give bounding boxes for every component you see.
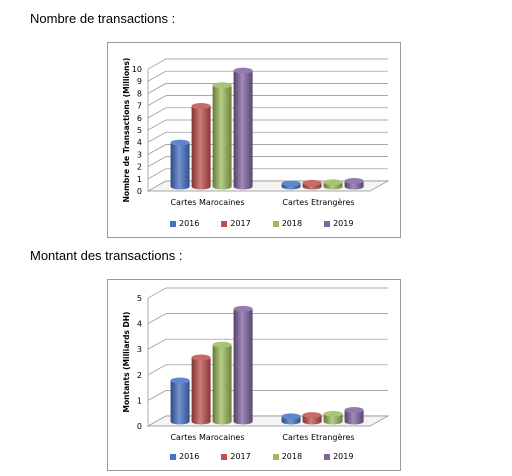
y-tick-label: 4 <box>137 138 142 147</box>
y-tick-label: 2 <box>137 371 142 380</box>
x-category-label: Cartes Etrangères <box>282 197 354 207</box>
gridline <box>147 168 388 180</box>
legend-swatch <box>170 453 176 460</box>
legend-label: 2018 <box>281 452 303 461</box>
legend-swatch <box>170 220 176 227</box>
y-axis-label: Nombre de Transactions (Millions) <box>122 58 131 203</box>
y-tick-label: 6 <box>137 114 142 123</box>
bar-2016-marocaines <box>170 139 190 190</box>
legend-swatch <box>221 453 228 460</box>
gridline <box>147 95 388 106</box>
gridline <box>147 287 388 299</box>
bar-2019-etrangeres <box>344 406 364 425</box>
bar-2018-etrangeres <box>323 410 343 425</box>
legend-item-2018: 2018 <box>272 452 303 461</box>
bar-2019-marocaines <box>233 305 253 425</box>
y-tick-label: 7 <box>137 102 142 111</box>
heading-count: Nombre de transactions : <box>30 11 176 26</box>
legend-item-2017: 2017 <box>221 219 251 228</box>
gridline <box>147 107 388 119</box>
x-category-label: Cartes Marocaines <box>170 433 244 442</box>
legend-label: 2017 <box>230 452 251 461</box>
legend-count: 2016 2017 2018 2019 <box>170 219 353 228</box>
bar-2018-etrangeres <box>323 179 343 190</box>
legend-swatch <box>221 220 228 227</box>
y-tick-label: 9 <box>137 77 142 86</box>
legend-swatch <box>324 220 331 227</box>
legend-label: 2016 <box>179 452 200 461</box>
bar-2018-marocaines <box>212 341 232 425</box>
legend-item-2016: 2016 <box>170 452 199 461</box>
legend-swatch <box>324 453 331 460</box>
bar-2016-etrangeres <box>281 180 301 190</box>
x-category-label: Cartes Etrangères <box>282 432 354 442</box>
y-axis-label: Montants (Milliards DH) <box>122 312 131 413</box>
y-tick-label: 1 <box>137 396 142 405</box>
gridline <box>147 131 388 143</box>
y-tick-label: 5 <box>137 294 142 303</box>
legend-item-2019: 2019 <box>324 452 353 461</box>
gridline <box>147 390 388 401</box>
gridline <box>147 313 388 324</box>
gridline <box>147 156 388 167</box>
y-tick-label: 4 <box>137 320 142 329</box>
legend-label: 2018 <box>281 219 303 228</box>
y-tick-label: 2 <box>137 163 142 172</box>
legend-item-2017: 2017 <box>221 452 251 461</box>
y-tick-label: 0 <box>137 422 142 431</box>
legend-label: 2016 <box>179 219 200 228</box>
chart-amount-svg: 0 1 2 3 4 5 Montants (Milliards DH) Cartes Maro… <box>122 287 390 442</box>
legend-swatch <box>272 453 279 460</box>
legend-item-2019: 2019 <box>324 219 353 228</box>
y-tick-label: 3 <box>137 150 142 159</box>
y-tick-label: 0 <box>137 187 142 196</box>
legend-label: 2019 <box>333 452 354 461</box>
bar-2017-marocaines <box>191 102 211 190</box>
y-tick-label: 3 <box>137 345 142 354</box>
bar-2017-etrangeres <box>302 179 322 190</box>
y-tick-label: 1 <box>137 175 142 184</box>
bar-2018-marocaines <box>212 82 232 190</box>
legend-swatch <box>272 220 279 227</box>
gridline <box>147 338 388 350</box>
bar-2017-etrangeres <box>302 412 322 425</box>
gridline <box>147 70 388 82</box>
bar-2019-etrangeres <box>344 178 364 190</box>
bar-2017-marocaines <box>191 354 211 425</box>
gridline <box>147 83 388 94</box>
heading-amount: Montant des transactions : <box>30 248 183 263</box>
bar-2016-etrangeres <box>281 413 301 425</box>
legend-label: 2017 <box>230 219 251 228</box>
gridline <box>147 144 388 155</box>
y-tick-label: 8 <box>137 89 142 98</box>
x-category-label: Cartes Marocaines <box>170 198 244 207</box>
legend-item-2018: 2018 <box>272 219 303 228</box>
y-tick-label: 10 <box>132 65 142 74</box>
bar-2019-marocaines <box>233 67 253 190</box>
chart-panel-amount: 0 1 2 3 4 5 Montants (Milliards DH) Cartes Maro… <box>107 279 401 471</box>
legend-label: 2019 <box>333 219 354 228</box>
gridline <box>147 364 388 376</box>
chart-panel-count: 0 1 2 3 4 5 6 7 8 9 10 Nombre de Transactions (Mill… <box>107 42 401 238</box>
legend-amount: 2016 2017 2018 2019 <box>170 452 353 461</box>
legend-item-2016: 2016 <box>170 219 199 228</box>
y-tick-label: 5 <box>137 126 142 135</box>
gridline <box>147 119 388 131</box>
gridline <box>147 58 388 70</box>
bar-2016-marocaines <box>170 377 190 425</box>
